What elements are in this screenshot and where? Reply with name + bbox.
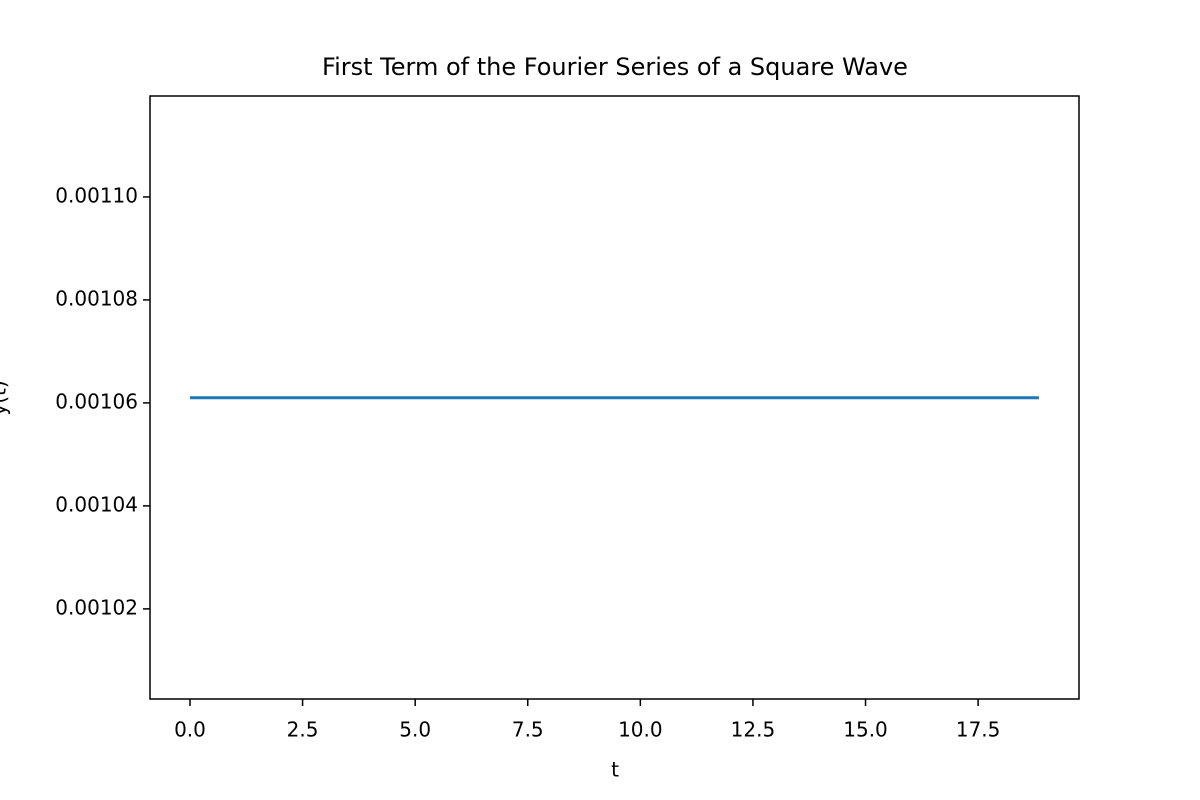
- x-tick-label: 0.0: [174, 718, 206, 742]
- x-tick-label: 5.0: [399, 718, 431, 742]
- y-axis-label: y(t): [0, 380, 11, 415]
- x-tick-label: 2.5: [287, 718, 319, 742]
- x-tick-label: 12.5: [731, 718, 776, 742]
- plot-frame: [149, 95, 1080, 700]
- x-tick-label: 17.5: [956, 718, 1001, 742]
- y-tick-label: 0.00106: [55, 389, 138, 413]
- x-tick-label: 15.0: [843, 718, 888, 742]
- chart-title: First Term of the Fourier Series of a Sq…: [322, 53, 908, 81]
- x-tick-label: 10.0: [618, 718, 663, 742]
- x-tick-label: 7.5: [512, 718, 544, 742]
- y-tick-label: 0.00110: [55, 183, 138, 207]
- y-tick-label: 0.00104: [55, 492, 138, 516]
- y-tick-label: 0.00108: [55, 286, 138, 310]
- x-axis-label: t: [611, 758, 619, 782]
- y-tick-label: 0.00102: [55, 595, 138, 619]
